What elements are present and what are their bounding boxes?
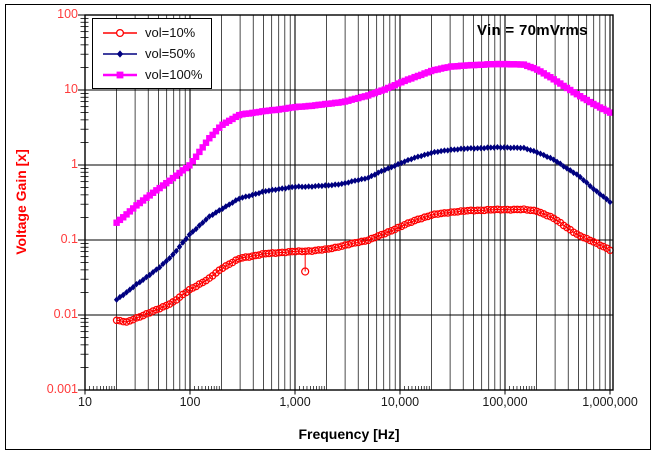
series-vol-10- [112,205,614,326]
x-tick-label: 100,000 [482,395,528,409]
series-vol-50- [113,143,613,303]
legend: vol=10% vol=50% vol=100% [92,18,213,89]
y-axis-title: Voltage Gain [x] [13,149,29,255]
legend-item-vol-100-: vol=100% [102,64,202,85]
y-tick-label: 0.01 [53,307,78,321]
legend-marker-diamond-icon [103,49,137,58]
y-tick-label: 0.001 [46,382,78,396]
y-tick-label: 1 [71,157,78,171]
legend-item-label: vol=50% [145,46,196,61]
series-line-vol-50- [116,146,611,301]
vin-annotation: Vin = 70mVrms [477,22,588,39]
legend-marker-circle-open-icon [103,28,137,37]
plot-frame [84,14,614,391]
x-axis-title: Frequency [Hz] [298,426,400,442]
gridlines [85,15,613,390]
series-line-vol-10- [116,208,611,323]
x-tick-label: 10,000 [380,395,420,409]
x-tick-label: 10 [78,395,92,409]
y-tick-label: 0.1 [60,232,78,246]
legend-marker-square-icon [103,71,137,78]
x-tick-label: 1,000 [279,395,311,409]
y-tick-label: 100 [57,7,78,21]
series-vol-100- [113,60,614,226]
x-tick-label: 100 [179,395,201,409]
legend-item-vol-10-: vol=10% [102,22,202,43]
legend-item-label: vol=100% [145,67,203,82]
legend-item-vol-50-: vol=50% [102,43,202,64]
outer-border [5,4,651,450]
x-tick-label: 1,000,000 [582,395,638,409]
outlier-point [301,267,310,276]
y-tick-label: 10 [64,82,78,96]
legend-items: vol=10% vol=50% vol=100% [102,22,202,85]
legend-item-label: vol=10% [145,25,196,40]
